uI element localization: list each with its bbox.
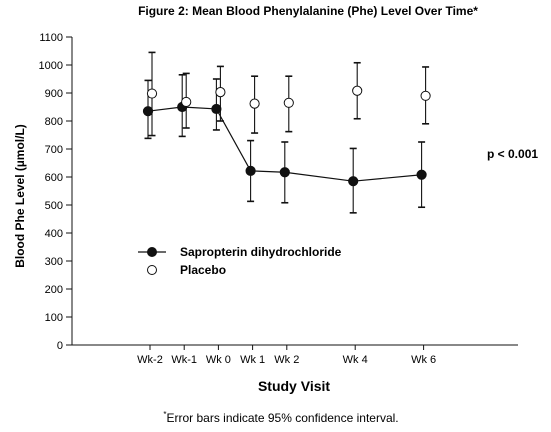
legend-label-sapropterin: Sapropterin dihydrochloride bbox=[180, 245, 342, 259]
footnote-text: Error bars indicate 95% confidence inter… bbox=[167, 411, 399, 425]
x-tick-label: Wk-2 bbox=[137, 354, 163, 366]
footnote: *Error bars indicate 95% confidence inte… bbox=[163, 410, 398, 425]
legend-marker-sapropterin bbox=[147, 247, 157, 257]
y-tick-label: 900 bbox=[45, 88, 63, 100]
error-bars bbox=[144, 51, 430, 214]
data-point-placebo bbox=[181, 96, 192, 108]
data-point-placebo bbox=[352, 85, 363, 96]
data-point-sapropterin bbox=[416, 169, 427, 180]
data-point-placebo bbox=[283, 97, 294, 108]
x-tick-label: Wk 0 bbox=[206, 354, 231, 366]
y-tick-label: 600 bbox=[45, 172, 63, 184]
x-tick-label: Wk 4 bbox=[343, 354, 368, 366]
y-tick-label: 200 bbox=[45, 284, 63, 296]
series-markers bbox=[142, 85, 431, 187]
y-tick-label: 300 bbox=[45, 256, 63, 268]
x-tick-label: Wk 2 bbox=[274, 354, 299, 366]
y-axis: 0 100 200 300 400 500 600 700 800 900 1000 1100 bbox=[39, 32, 73, 352]
data-point-sapropterin bbox=[142, 106, 154, 117]
y-axis-label: Blood Phe Level (µmol/L) bbox=[13, 124, 27, 268]
y-tick-label: 400 bbox=[45, 228, 63, 240]
y-tick-label: 800 bbox=[45, 116, 63, 128]
x-axis-label: Study Visit bbox=[258, 378, 330, 394]
data-point-sapropterin bbox=[348, 176, 359, 187]
y-tick-label: 1000 bbox=[39, 60, 63, 72]
x-axis: Wk-2 Wk-1 Wk 0 Wk 1 Wk 2 Wk 4 Wk 6 bbox=[72, 344, 518, 366]
chart-title: Figure 2: Mean Blood Phenylalanine (Phe)… bbox=[138, 4, 478, 18]
data-point-sapropterin bbox=[279, 167, 290, 178]
x-tick-label: Wk 1 bbox=[240, 354, 265, 366]
data-point-placebo bbox=[215, 87, 226, 98]
y-tick-label: 100 bbox=[45, 312, 63, 324]
p-value-annotation: p < 0.001 bbox=[487, 147, 538, 161]
data-point-sapropterin bbox=[211, 103, 222, 115]
data-point-placebo bbox=[249, 98, 260, 109]
legend-label-placebo: Placebo bbox=[180, 263, 226, 277]
y-tick-label: 1100 bbox=[39, 32, 63, 44]
y-tick-label: 500 bbox=[45, 200, 63, 212]
x-tick-label: Wk-1 bbox=[171, 354, 197, 366]
y-tick-label: 700 bbox=[45, 144, 63, 156]
y-tick-label: 0 bbox=[57, 340, 63, 352]
data-point-placebo bbox=[420, 90, 431, 101]
legend-marker-placebo bbox=[147, 265, 157, 275]
footnote-mark: * bbox=[163, 410, 166, 419]
data-point-placebo bbox=[146, 88, 158, 99]
data-point-sapropterin bbox=[245, 165, 256, 176]
x-tick-label: Wk 6 bbox=[411, 354, 436, 366]
legend: Sapropterin dihydrochloride Placebo bbox=[138, 245, 342, 277]
